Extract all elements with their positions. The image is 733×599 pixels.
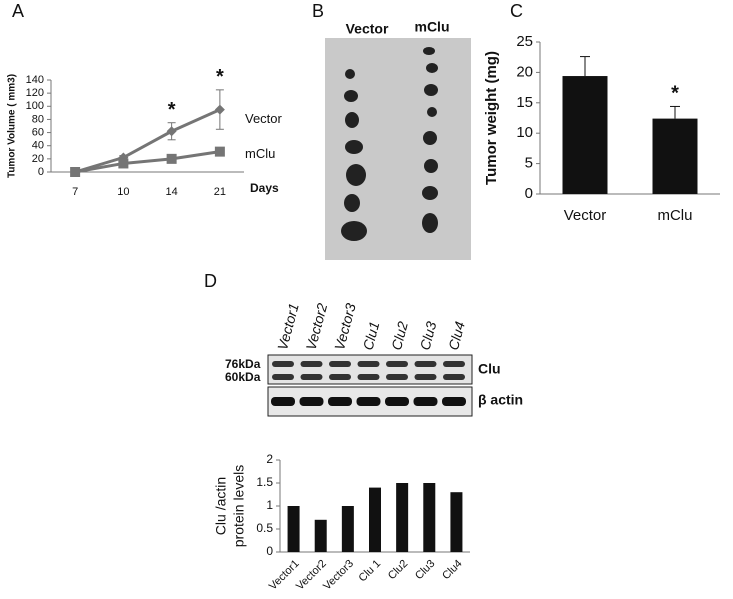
line — [74, 108, 221, 174]
marker — [214, 146, 225, 157]
band-label: β actin — [478, 392, 523, 408]
y-tick-label: 60 — [32, 126, 44, 138]
bar — [287, 506, 300, 552]
y-tick-label: 0.5 — [256, 521, 273, 535]
y-axis-title: Tumor weight (mg) — [483, 51, 500, 185]
bar — [423, 483, 436, 552]
y-tick-label: 100 — [26, 100, 44, 112]
kda-marker: 76kDa — [225, 357, 261, 371]
marker — [214, 104, 225, 115]
x-tick-label: Clu2 — [386, 558, 410, 582]
y-tick-label: 10 — [516, 124, 533, 141]
bar — [450, 492, 463, 552]
band — [357, 361, 380, 367]
band — [356, 397, 381, 406]
band — [386, 361, 408, 367]
panel-label: C — [510, 1, 523, 21]
y-tick-label: 0 — [38, 166, 44, 178]
band — [442, 397, 466, 406]
photo-column: Vector — [346, 21, 389, 37]
x-tick-label: 7 — [72, 186, 78, 198]
panel-label: D — [204, 271, 217, 291]
annotation: * — [671, 83, 679, 105]
band — [357, 374, 380, 380]
y-tick-label: 40 — [32, 140, 44, 152]
x-tick-label: 14 — [166, 186, 178, 198]
band — [272, 374, 294, 380]
bar — [314, 519, 327, 552]
band — [271, 397, 295, 406]
bar — [341, 506, 354, 552]
y-tick-label: 80 — [32, 113, 44, 125]
lane-label: Clu2 — [388, 320, 411, 352]
series-label: Vector — [245, 111, 283, 126]
series-label: mClu — [245, 146, 275, 161]
x-tick-label: 10 — [117, 186, 129, 198]
y-tick-label: 120 — [26, 87, 44, 99]
marker — [166, 126, 177, 137]
western-blot: 76kDa 60kDa Clu β actin Vector1 Vector2 Ve… — [225, 301, 523, 417]
lane-label: Vector1 — [274, 301, 302, 351]
panel-label: A — [12, 1, 24, 21]
lane-label: Clu3 — [417, 320, 440, 352]
band — [300, 361, 323, 367]
y-axis-title: protein levels — [231, 465, 247, 548]
y-tick-label: 1 — [266, 498, 273, 512]
band — [413, 397, 438, 406]
y-tick-label: 0 — [266, 544, 273, 558]
bar — [396, 483, 409, 552]
band — [414, 374, 437, 380]
marker — [166, 153, 177, 164]
marker — [70, 167, 81, 177]
y-tick-label: 0 — [525, 185, 533, 202]
x-tick-label: Clu4 — [440, 558, 464, 582]
bar — [652, 118, 698, 194]
lane-label: Clu4 — [445, 320, 468, 352]
x-tick-label: Vector — [564, 207, 607, 224]
lane-label: Clu1 — [360, 320, 383, 352]
bar — [562, 76, 608, 194]
band — [386, 374, 408, 380]
panel-label: B — [312, 1, 324, 21]
y-tick-label: 20 — [516, 63, 533, 80]
lane-label: Vector2 — [303, 301, 331, 351]
x-axis-title: Days — [250, 181, 279, 195]
x-tick-label: Clu 1 — [357, 558, 384, 585]
tumor-photo: Vector mClu — [325, 19, 471, 260]
band — [385, 397, 409, 406]
y-axis-title: Tumor Volume ( mm3) — [7, 74, 18, 178]
y-tick-label: 15 — [516, 94, 533, 111]
bar — [369, 487, 381, 552]
y-tick-label: 2 — [266, 452, 273, 466]
band — [329, 374, 351, 380]
band — [414, 361, 437, 367]
marker — [118, 158, 129, 169]
annotation: * — [168, 99, 176, 121]
x-tick-label: Clu3 — [413, 558, 437, 582]
band — [443, 374, 465, 380]
annotation: * — [216, 66, 224, 88]
band — [299, 397, 324, 406]
band — [329, 361, 351, 367]
y-tick-label: 5 — [525, 155, 533, 172]
x-tick-label: 21 — [214, 186, 226, 198]
y-tick-label: 1.5 — [256, 475, 273, 489]
band — [443, 361, 465, 367]
x-tick-label: mClu — [657, 207, 692, 224]
band — [328, 397, 352, 406]
kda-marker: 60kDa — [225, 370, 261, 384]
y-tick-label: 20 — [32, 153, 44, 165]
lane-label: Vector3 — [331, 301, 359, 351]
y-tick-label: 140 — [26, 74, 44, 86]
x-tick-label: Vector3 — [321, 558, 356, 593]
line — [74, 150, 221, 174]
photo-column: mClu — [415, 19, 450, 35]
band — [272, 361, 294, 367]
band-label: Clu — [478, 361, 501, 377]
y-tick-label: 25 — [516, 33, 533, 50]
y-axis-title: Clu /actin — [213, 477, 229, 535]
band — [300, 374, 323, 380]
